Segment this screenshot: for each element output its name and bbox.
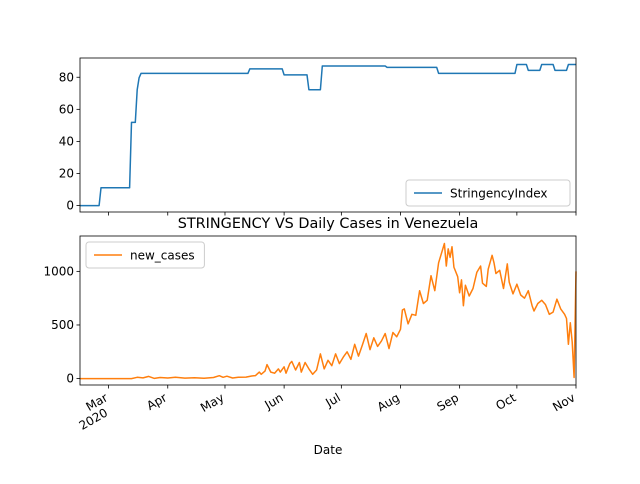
y-tick-label: 1000 xyxy=(43,264,74,278)
legend-box xyxy=(85,241,205,269)
series-line-new-cases xyxy=(80,242,577,380)
y-tick-label: 40 xyxy=(59,134,74,148)
legend-label: new_cases xyxy=(130,249,195,263)
y-tick-label: 0 xyxy=(66,372,74,386)
y-tick-label: 500 xyxy=(51,318,74,332)
y-tick-label: 60 xyxy=(59,102,74,116)
legend: StringencyIndex xyxy=(405,179,571,207)
y-tick-label: 0 xyxy=(66,199,74,213)
axes-frame xyxy=(79,235,577,386)
legend-label: StringencyIndex xyxy=(450,187,548,201)
y-tick-label: 80 xyxy=(59,70,74,84)
chart-title: STRINGENCY VS Daily Cases in Venezuela xyxy=(178,216,479,232)
legend: new_cases xyxy=(85,241,205,269)
legend-box xyxy=(405,179,571,207)
x-axis-label: Date xyxy=(314,443,343,457)
y-tick-label: 20 xyxy=(59,167,74,181)
axes-frame xyxy=(79,57,577,213)
x-tick-label: Jul xyxy=(322,390,342,410)
series-line-stringencyindex xyxy=(80,63,576,207)
stringency-panel: 0 20 40 60 80 StringencyIndex xyxy=(59,57,577,216)
